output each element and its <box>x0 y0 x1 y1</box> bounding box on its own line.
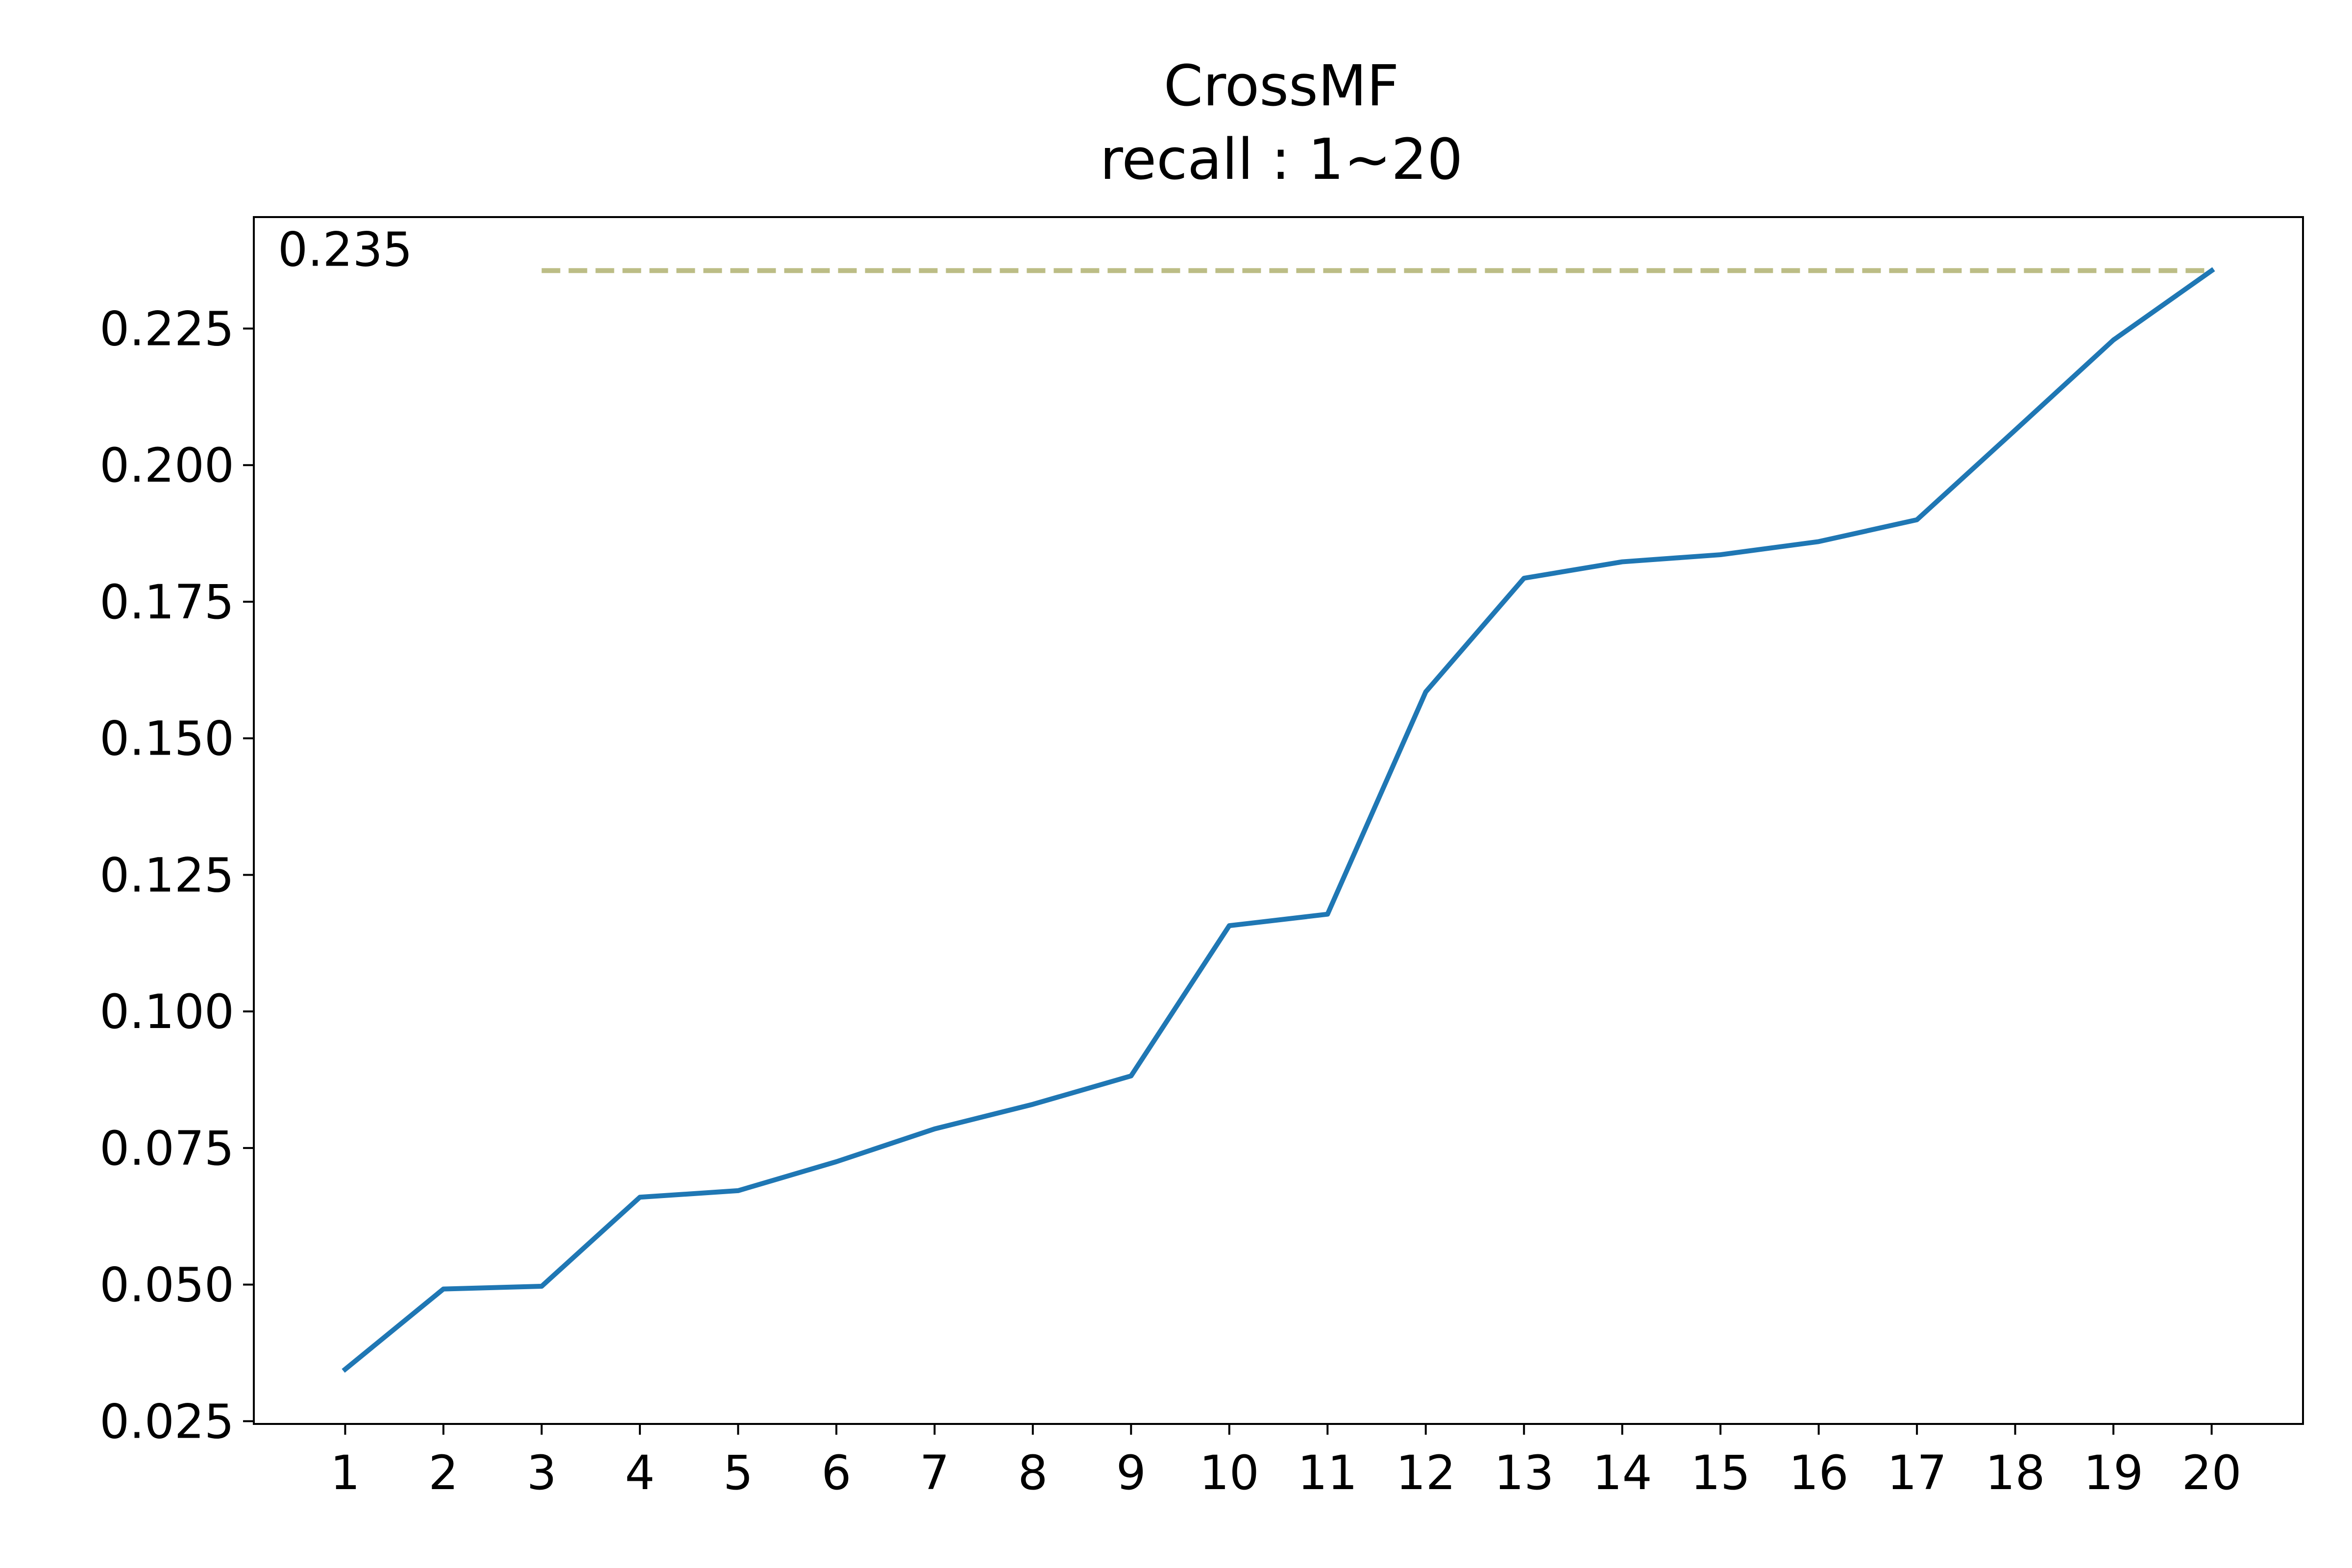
data-point-4 <box>639 1197 640 1198</box>
x-tick-label-15: 15 <box>1690 1446 1750 1500</box>
y-tick-label-3: 0.100 <box>99 984 234 1039</box>
axes-group <box>253 216 2304 1425</box>
series-group <box>342 267 2215 1373</box>
x-axis-ticks: 1 2 3 4 5 6 7 8 9 10 11 12 13 14 15 16 17 18 19 20 <box>330 1424 2242 1500</box>
x-tick-label-14: 14 <box>1592 1446 1652 1500</box>
x-tick-label-6: 6 <box>821 1446 851 1500</box>
plot-background <box>254 217 2303 1424</box>
y-axis-ticks: 0.025 0.050 0.075 0.100 0.125 0.150 0.175 0.200… <box>99 301 254 1449</box>
y-tick-label-6: 0.175 <box>99 575 234 630</box>
x-tick-label-13: 13 <box>1494 1446 1554 1500</box>
x-tick-label-17: 17 <box>1887 1446 1947 1500</box>
x-tick-label-19: 19 <box>2083 1446 2143 1500</box>
data-point-12 <box>1425 691 1426 692</box>
x-tick-label-3: 3 <box>527 1446 557 1500</box>
y-tick-label-7: 0.200 <box>99 438 234 493</box>
plot-area <box>254 217 2303 1424</box>
y-tick-label-2: 0.075 <box>99 1121 234 1176</box>
x-tick-label-16: 16 <box>1789 1446 1849 1500</box>
data-point-20 <box>2211 270 2212 271</box>
y-tick-label-4: 0.125 <box>99 848 234 903</box>
x-tick-label-10: 10 <box>1200 1446 1259 1500</box>
x-tick-label-20: 20 <box>2181 1446 2241 1500</box>
series-line-0 <box>342 267 2215 1373</box>
x-tick-label-9: 9 <box>1116 1446 1146 1500</box>
x-tick-label-18: 18 <box>1985 1446 2045 1500</box>
max-value-annotation: 0.235 <box>278 222 413 277</box>
x-tick-label-1: 1 <box>330 1446 360 1500</box>
data-point-7 <box>934 1128 935 1129</box>
annotation-group: 0.235 <box>278 222 413 277</box>
data-point-3 <box>541 1286 542 1287</box>
y-tick-label-0: 0.025 <box>99 1394 234 1449</box>
y-tick-label-1: 0.050 <box>99 1258 234 1313</box>
x-tick-label-5: 5 <box>723 1446 753 1500</box>
chart-subtitle: recall : 1~20 <box>1100 127 1463 193</box>
data-point-16 <box>1818 541 1819 542</box>
y-tick-label-5: 0.150 <box>99 711 234 766</box>
x-tick-label-4: 4 <box>625 1446 655 1500</box>
x-tick-label-12: 12 <box>1396 1446 1456 1500</box>
chart-title: CrossMF <box>1164 53 1399 119</box>
axes-frame <box>253 216 2304 1425</box>
y-tick-label-8: 0.225 <box>99 301 234 356</box>
x-tick-label-11: 11 <box>1298 1446 1357 1500</box>
x-tick-label-8: 8 <box>1018 1446 1048 1500</box>
x-tick-label-2: 2 <box>428 1446 458 1500</box>
x-tick-label-7: 7 <box>920 1446 950 1500</box>
